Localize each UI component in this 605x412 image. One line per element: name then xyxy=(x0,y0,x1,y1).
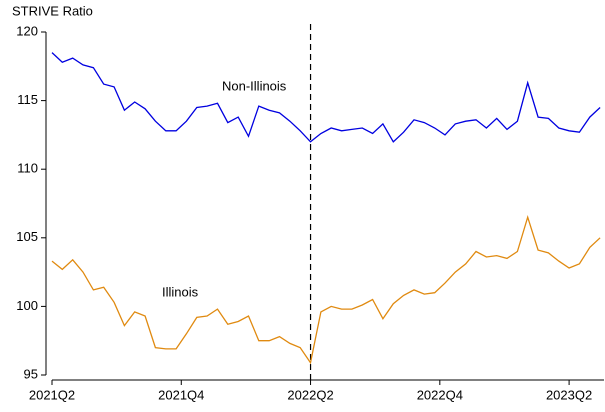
y-axis-title: STRIVE Ratio xyxy=(12,3,93,18)
y-tick-label: 95 xyxy=(24,366,38,381)
x-tick-label: 2021Q2 xyxy=(29,387,75,402)
series-line xyxy=(51,52,601,143)
x-tick-label: 2021Q4 xyxy=(158,387,204,402)
y-tick-label: 120 xyxy=(16,23,38,38)
x-tick-label: 2022Q4 xyxy=(417,387,463,402)
y-tick-label: 100 xyxy=(16,298,38,313)
x-tick-label: 2023Q2 xyxy=(546,387,592,402)
y-tick-label: 105 xyxy=(16,229,38,244)
y-tick-label: 110 xyxy=(17,161,38,176)
x-tick-label: 2022Q2 xyxy=(287,387,333,402)
y-tick-label: 115 xyxy=(17,92,38,107)
series-label: Illinois xyxy=(162,284,199,299)
series-line xyxy=(51,214,601,365)
series-label: Non-Illinois xyxy=(222,78,287,93)
